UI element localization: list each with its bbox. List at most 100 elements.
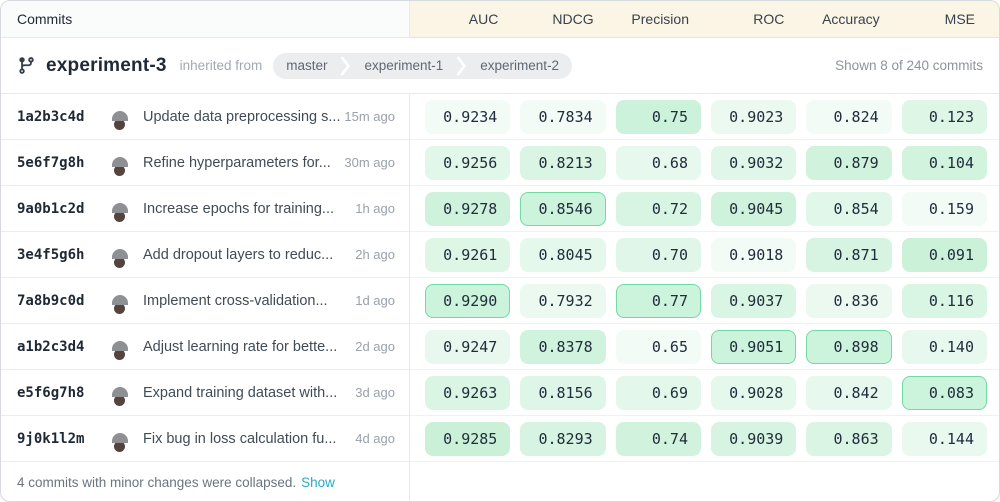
metric-cell-auc: 0.9290 (425, 283, 511, 318)
commit-row[interactable]: 7a8b9c0d Implement cross-validation... 1d … (1, 278, 409, 324)
commit-hash: 1a2b3c4d (17, 108, 85, 125)
commit-hash: 9a0b1c2d (17, 200, 85, 217)
metrics-grid: 0.9234 0.7834 0.75 0.9023 0.824 0.123 0.9256 0.… (410, 94, 999, 501)
metric-cell-roc: 0.9018 (711, 237, 797, 272)
metric-cell-roc: 0.9039 (711, 421, 797, 456)
commit-timestamp: 30m ago (344, 155, 395, 170)
collapsed-note-text: 4 commits with minor changes were collap… (17, 475, 297, 490)
metric-value-row: 0.9285 0.8293 0.74 0.9039 0.863 0.144 (410, 416, 999, 462)
metric-cell-auc: 0.9278 (425, 191, 511, 226)
breadcrumb-item-experiment-2[interactable]: experiment-2 (480, 57, 560, 73)
commit-message: Update data preprocessing s... (143, 108, 341, 125)
metric-cell-roc: 0.9037 (711, 283, 797, 318)
metric-cell-ndcg: 0.8293 (520, 421, 606, 456)
commit-hash: 3e4f5g6h (17, 246, 85, 263)
commit-hash: 7a8b9c0d (17, 292, 85, 309)
metric-cell-mse: 0.123 (901, 99, 987, 134)
metric-cell-accuracy: 0.879 (806, 145, 892, 180)
commit-row[interactable]: 9a0b1c2d Increase epochs for training... 1… (1, 186, 409, 232)
commit-message: Add dropout layers to reduc... (143, 246, 334, 263)
metric-cell-precision: 0.65 (615, 329, 701, 364)
commit-row[interactable]: e5f6g7h8 Expand training dataset with... 3… (1, 370, 409, 416)
metric-cell-precision: 0.69 (615, 375, 701, 410)
commits-panel-title: Commits (17, 11, 73, 27)
commit-timestamp: 4d ago (355, 431, 395, 446)
metric-cell-mse: 0.144 (901, 421, 987, 456)
metric-cell-ndcg: 0.7932 (520, 283, 606, 318)
metric-column-header-precision[interactable]: Precision (631, 11, 689, 27)
metric-cell-accuracy: 0.842 (806, 375, 892, 410)
metric-column-header-accuracy[interactable]: Accuracy (822, 11, 880, 27)
commit-message: Expand training dataset with... (143, 384, 338, 401)
commit-hash: 5e6f7g8h (17, 154, 85, 171)
metric-cell-roc: 0.9028 (711, 375, 797, 410)
commits-list: 1a2b3c4d Update data preprocessing s... 15… (1, 94, 410, 501)
metrics-grid-footer-space (410, 462, 999, 501)
commit-message: Implement cross-validation... (143, 292, 328, 309)
metric-cell-auc: 0.9234 (425, 99, 511, 134)
metric-cell-mse: 0.140 (901, 329, 987, 364)
metric-value-row: 0.9290 0.7932 0.77 0.9037 0.836 0.116 (410, 278, 999, 324)
commit-timestamp: 3d ago (355, 385, 395, 400)
commit-timestamp: 15m ago (344, 109, 395, 124)
metric-cell-auc: 0.9247 (425, 329, 511, 364)
commit-row[interactable]: 9j0k1l2m Fix bug in loss calculation fu..… (1, 416, 409, 462)
commit-message: Refine hyperparameters for... (143, 154, 331, 171)
metric-cell-accuracy: 0.824 (806, 99, 892, 134)
commit-row[interactable]: 1a2b3c4d Update data preprocessing s... 15… (1, 94, 409, 140)
metric-column-header-ndcg[interactable]: NDCG (552, 11, 594, 27)
commit-row[interactable]: 5e6f7g8h Refine hyperparameters for... 30m… (1, 140, 409, 186)
breadcrumb-item-master[interactable]: master (286, 57, 328, 73)
metric-cell-precision: 0.74 (615, 421, 701, 456)
metric-column-header-roc[interactable]: ROC (753, 11, 785, 27)
commit-timestamp: 1h ago (355, 201, 395, 216)
metric-cell-mse: 0.159 (901, 191, 987, 226)
metric-cell-ndcg: 0.8378 (520, 329, 606, 364)
commit-row[interactable]: 3e4f5g6h Add dropout layers to reduc... 2h… (1, 232, 409, 278)
inherited-from-label: inherited from (179, 58, 263, 73)
metric-value-row: 0.9234 0.7834 0.75 0.9023 0.824 0.123 (410, 94, 999, 140)
metric-column-header-auc[interactable]: AUC (468, 11, 499, 27)
metric-cell-ndcg: 0.8156 (520, 375, 606, 410)
metric-value-row: 0.9278 0.8546 0.72 0.9045 0.854 0.159 (410, 186, 999, 232)
experiment-name: experiment-3 (46, 54, 167, 76)
metric-value-row: 0.9247 0.8378 0.65 0.9051 0.898 0.140 (410, 324, 999, 370)
commit-timestamp: 1d ago (355, 293, 395, 308)
metric-cell-auc: 0.9263 (425, 375, 511, 410)
metric-cell-roc: 0.9023 (711, 99, 797, 134)
breadcrumb-chevron-icon (456, 53, 467, 79)
metric-cell-auc: 0.9256 (425, 145, 511, 180)
shown-commits-summary: Shown 8 of 240 commits (835, 58, 983, 73)
breadcrumb-item-experiment-1[interactable]: experiment-1 (364, 57, 444, 73)
metric-cell-accuracy: 0.836 (806, 283, 892, 318)
commit-hash: 9j0k1l2m (17, 430, 85, 447)
commit-row[interactable]: a1b2c3d4 Adjust learning rate for bette..… (1, 324, 409, 370)
commit-message: Fix bug in loss calculation fu... (143, 430, 337, 447)
metric-cell-ndcg: 0.8045 (520, 237, 606, 272)
metric-cell-ndcg: 0.8546 (520, 191, 606, 226)
table-header-band: Commits AUC NDCG Precision ROC Accuracy MSE (1, 1, 999, 38)
metric-cell-mse: 0.083 (901, 375, 987, 410)
commit-hash: a1b2c3d4 (17, 338, 85, 355)
metric-cell-precision: 0.75 (615, 99, 701, 134)
metric-value-row: 0.9263 0.8156 0.69 0.9028 0.842 0.083 (410, 370, 999, 416)
metric-cell-accuracy: 0.863 (806, 421, 892, 456)
metric-cell-precision: 0.70 (615, 237, 701, 272)
experiment-header: experiment-3 inherited from master experi… (1, 38, 999, 94)
breadcrumb: master experiment-1 experiment-2 (273, 52, 573, 79)
metric-cell-roc: 0.9051 (711, 329, 797, 364)
metric-column-header-mse[interactable]: MSE (944, 11, 975, 27)
metric-header-row: AUC NDCG Precision ROC Accuracy MSE (410, 1, 999, 38)
commit-hash: e5f6g7h8 (17, 384, 85, 401)
table-body: 1a2b3c4d Update data preprocessing s... 15… (1, 94, 999, 501)
metric-cell-precision: 0.77 (615, 283, 701, 318)
metric-cell-roc: 0.9045 (711, 191, 797, 226)
metric-cell-mse: 0.104 (901, 145, 987, 180)
breadcrumb-chevron-icon (340, 53, 351, 79)
commit-message: Increase epochs for training... (143, 200, 335, 217)
metric-cell-ndcg: 0.7834 (520, 99, 606, 134)
show-collapsed-link[interactable]: Show (301, 475, 335, 490)
metric-cell-auc: 0.9261 (425, 237, 511, 272)
metric-cell-accuracy: 0.871 (806, 237, 892, 272)
